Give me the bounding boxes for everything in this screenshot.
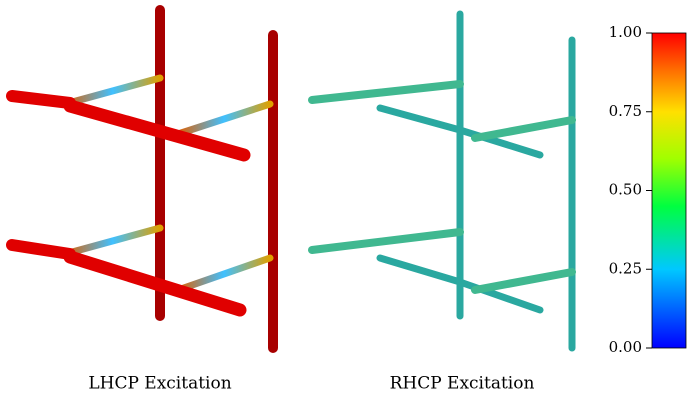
rhcp-render <box>308 10 576 352</box>
colorbar-tick-label: 1.00 <box>609 23 642 41</box>
colorbar-tick-label: 0.25 <box>609 259 642 277</box>
colorbar-tick-label: 0.75 <box>609 102 642 120</box>
colorbar <box>651 32 687 349</box>
caption: RHCP Excitation <box>390 374 535 394</box>
colorbar-tick-label: 0.50 <box>609 181 642 199</box>
lhcp-render <box>6 5 278 353</box>
caption: LHCP Excitation <box>88 374 231 394</box>
colorbar-tick-label: 0.00 <box>609 338 642 356</box>
